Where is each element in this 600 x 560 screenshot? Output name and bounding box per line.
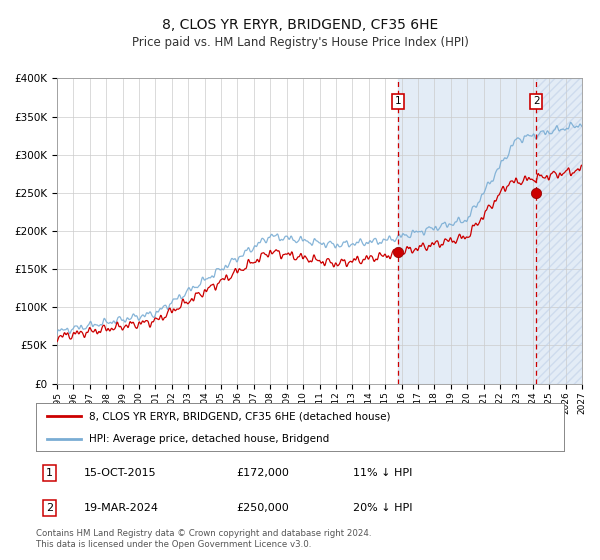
Text: 2: 2 [46,503,53,513]
Text: 8, CLOS YR ERYR, BRIDGEND, CF35 6HE (detached house): 8, CLOS YR ERYR, BRIDGEND, CF35 6HE (det… [89,411,391,421]
Bar [536,78,582,384]
Text: £250,000: £250,000 [236,503,289,513]
Text: 1: 1 [395,96,401,106]
Point [532,188,541,197]
Point [394,248,403,257]
Bar [536,78,582,384]
Text: 11% ↓ HPI: 11% ↓ HPI [353,468,412,478]
Text: 19-MAR-2024: 19-MAR-2024 [83,503,158,513]
Text: 15-OCT-2015: 15-OCT-2015 [83,468,156,478]
Text: Price paid vs. HM Land Registry's House Price Index (HPI): Price paid vs. HM Land Registry's House … [131,36,469,49]
Text: £172,000: £172,000 [236,468,290,478]
Text: 8, CLOS YR ERYR, BRIDGEND, CF35 6HE: 8, CLOS YR ERYR, BRIDGEND, CF35 6HE [162,18,438,32]
Text: 2: 2 [533,96,540,106]
Text: 20% ↓ HPI: 20% ↓ HPI [353,503,412,513]
Text: HPI: Average price, detached house, Bridgend: HPI: Average price, detached house, Brid… [89,434,329,444]
Text: Contains HM Land Registry data © Crown copyright and database right 2024.
This d: Contains HM Land Registry data © Crown c… [36,529,371,549]
Text: 1: 1 [46,468,53,478]
Bar [398,78,582,384]
